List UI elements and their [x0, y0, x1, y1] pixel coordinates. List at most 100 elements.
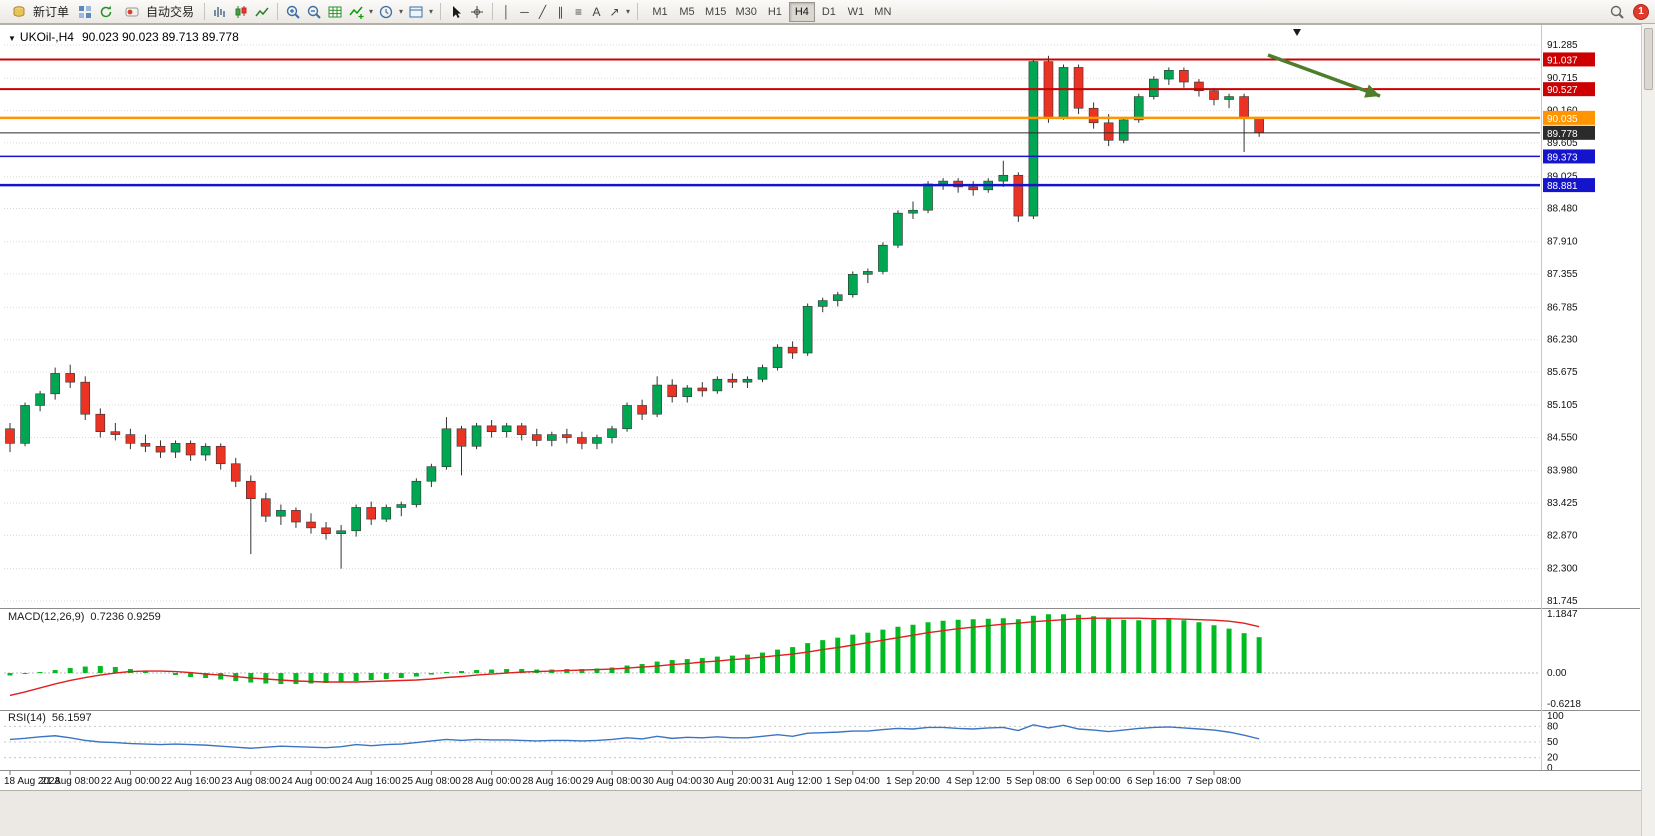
arrows-tool-icon[interactable]: ↗: [609, 4, 620, 19]
svg-text:24 Aug 16:00: 24 Aug 16:00: [342, 776, 401, 787]
timeframe-h1[interactable]: H1: [762, 2, 788, 22]
price-axis[interactable]: [1542, 25, 1640, 770]
svg-text:81.745: 81.745: [1547, 596, 1578, 607]
period-dropdown-icon[interactable]: ▾: [399, 7, 404, 16]
svg-text:90.035: 90.035: [1547, 114, 1578, 125]
svg-text:86.785: 86.785: [1547, 302, 1578, 313]
toolbar-separator: [492, 3, 494, 20]
candles: [5, 55, 1264, 569]
search-icon[interactable]: [1607, 2, 1627, 22]
vertical-line-tool-icon[interactable]: │: [502, 4, 511, 19]
svg-text:84.550: 84.550: [1547, 433, 1578, 444]
scrollbar-thumb[interactable]: [1644, 28, 1653, 90]
price-grid: 91.28590.71590.16089.60589.02588.48087.9…: [4, 40, 1578, 607]
svg-text:50: 50: [1547, 737, 1559, 748]
svg-text:30 Aug 04:00: 30 Aug 04:00: [643, 776, 702, 787]
svg-text:4 Sep 12:00: 4 Sep 12:00: [946, 776, 1000, 787]
timeframe-h4[interactable]: H4: [788, 1, 815, 22]
macd-label: MACD(12,26,9) 0.7236 0.9259: [8, 611, 161, 623]
time-axis[interactable]: 18 Aug 202321 Aug 08:0022 Aug 00:0022 Au…: [4, 771, 1241, 787]
channel-tool-icon[interactable]: ∥: [557, 4, 564, 19]
trendline-tool-icon[interactable]: ╱: [538, 4, 547, 19]
auto-trading-label: 自动交易: [146, 5, 195, 19]
svg-text:22 Aug 16:00: 22 Aug 16:00: [161, 776, 220, 787]
svg-text:87.910: 87.910: [1547, 237, 1578, 248]
toolbar-separator: [204, 3, 206, 20]
svg-text:1.1847: 1.1847: [1547, 609, 1578, 620]
timeframe-d1[interactable]: D1: [816, 2, 842, 22]
chart-symbol-period: UKOil-,H4: [19, 30, 74, 44]
svg-text:20: 20: [1547, 753, 1559, 764]
svg-text:89.778: 89.778: [1547, 129, 1578, 140]
time-axis-strip[interactable]: [0, 771, 1540, 790]
cursor-icon[interactable]: [446, 2, 466, 22]
timeframe-mn[interactable]: MN: [870, 2, 896, 22]
rsi-name: RSI(14): [8, 712, 46, 724]
svg-text:6 Sep 16:00: 6 Sep 16:00: [1127, 776, 1181, 787]
notification-badge[interactable]: 1: [1633, 3, 1649, 20]
svg-text:28 Aug 00:00: 28 Aug 00:00: [462, 776, 521, 787]
auto-trading-button[interactable]: 自动交易: [117, 1, 199, 23]
svg-text:91.037: 91.037: [1547, 55, 1578, 66]
candlestick-type-icon[interactable]: [231, 2, 251, 22]
vertical-scrollbar[interactable]: [1641, 24, 1655, 836]
svg-text:6 Sep 00:00: 6 Sep 00:00: [1067, 776, 1121, 787]
svg-text:100: 100: [1547, 711, 1564, 722]
svg-text:91.285: 91.285: [1547, 40, 1578, 51]
svg-text:31 Aug 12:00: 31 Aug 12:00: [763, 776, 822, 787]
scroll-to-end-marker[interactable]: [1293, 29, 1301, 36]
svg-text:30 Aug 20:00: 30 Aug 20:00: [703, 776, 762, 787]
svg-text:29 Aug 08:00: 29 Aug 08:00: [583, 776, 642, 787]
horizontal-level-lines[interactable]: 91.037 90.527 90.035 89.778 89.373 88.881: [0, 52, 1595, 193]
templates-icon[interactable]: [406, 2, 426, 22]
svg-text:18 Aug 2023: 18 Aug 2023: [4, 776, 61, 787]
new-order-button[interactable]: 新订单: [4, 1, 74, 23]
macd-name: MACD(12,26,9): [8, 611, 85, 623]
rsi-value: 56.1597: [51, 712, 92, 724]
refresh-icon[interactable]: [96, 2, 116, 22]
templates-dropdown-icon[interactable]: ▾: [429, 7, 434, 16]
line-chart-type-icon[interactable]: [252, 2, 272, 22]
price-badge: [1543, 82, 1595, 97]
timeframe-m30[interactable]: M30: [731, 2, 760, 22]
zoom-out-icon[interactable]: [304, 2, 324, 22]
timeframe-m1[interactable]: M1: [647, 2, 673, 22]
chart-menu-arrow-icon[interactable]: ▼: [8, 34, 16, 43]
svg-text:88.480: 88.480: [1547, 203, 1578, 214]
period-clock-icon[interactable]: [376, 2, 396, 22]
svg-text:83.425: 83.425: [1547, 498, 1578, 509]
rsi-panel: 10080 50 200: [4, 711, 1564, 774]
svg-text:87.355: 87.355: [1547, 269, 1578, 280]
timeframe-m15[interactable]: M15: [701, 2, 730, 22]
svg-text:21 Aug 08:00: 21 Aug 08:00: [41, 776, 100, 787]
svg-text:90.715: 90.715: [1547, 73, 1578, 84]
svg-text:89.605: 89.605: [1547, 138, 1578, 149]
horizontal-line-tool-icon[interactable]: ─: [520, 4, 529, 19]
bar-chart-type-icon[interactable]: [210, 2, 230, 22]
svg-text:28 Aug 16:00: 28 Aug 16:00: [522, 776, 581, 787]
arrows-dropdown-icon[interactable]: ▾: [626, 7, 631, 16]
svg-text:89.373: 89.373: [1547, 152, 1578, 163]
svg-text:0.00: 0.00: [1547, 668, 1567, 679]
chart-ohlc-values: 90.023 90.023 89.713 89.778: [81, 30, 239, 44]
crosshair-icon[interactable]: [467, 2, 487, 22]
text-tool-icon[interactable]: A: [592, 4, 601, 19]
fibonacci-tool-icon[interactable]: ≡: [575, 4, 583, 19]
svg-text:80: 80: [1547, 721, 1559, 732]
grid-icon[interactable]: [325, 2, 345, 22]
svg-text:22 Aug 00:00: 22 Aug 00:00: [101, 776, 160, 787]
svg-text:5 Sep 08:00: 5 Sep 08:00: [1006, 776, 1060, 787]
svg-text:1 Sep 04:00: 1 Sep 04:00: [826, 776, 880, 787]
zoom-in-icon[interactable]: [283, 2, 303, 22]
indicators-dropdown-icon[interactable]: ▾: [369, 7, 374, 16]
trend-arrow-annotation[interactable]: [1267, 53, 1381, 98]
svg-text:-0.6218: -0.6218: [1547, 699, 1581, 710]
indicators-icon[interactable]: [346, 2, 366, 22]
chart-windows-icon[interactable]: [75, 2, 95, 22]
toolbar-separator: [637, 3, 639, 20]
timeframe-m5[interactable]: M5: [674, 2, 700, 22]
timeframe-w1[interactable]: W1: [843, 2, 869, 22]
price-badge: [1543, 110, 1595, 125]
